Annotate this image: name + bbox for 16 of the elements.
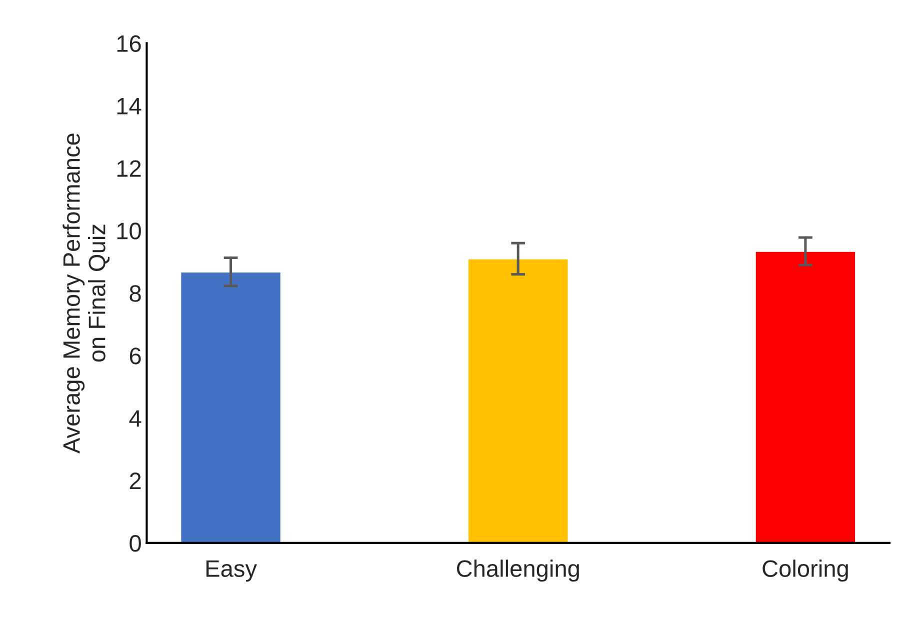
bar	[754, 250, 856, 543]
x-tick-label: Easy	[206, 560, 257, 582]
y-tick-label: 0	[130, 535, 141, 552]
bar	[467, 258, 570, 543]
bar	[180, 271, 282, 543]
y-tick-label: 10	[117, 222, 141, 240]
x-tick-label: Challenging	[456, 560, 579, 582]
y-tick-label: 4	[129, 410, 142, 427]
y-tick-label: 12	[117, 160, 141, 177]
y-tick-label: 16	[117, 35, 141, 52]
y-tick-label: 2	[130, 472, 141, 490]
y-tick-label: 8	[130, 285, 141, 302]
x-tick-label: Coloring	[762, 560, 848, 582]
y-axis-title: Average Memory Performance on Final Quiz	[62, 134, 110, 454]
y-tick-label: 6	[130, 348, 141, 364]
y-tick-label: 14	[117, 98, 142, 114]
